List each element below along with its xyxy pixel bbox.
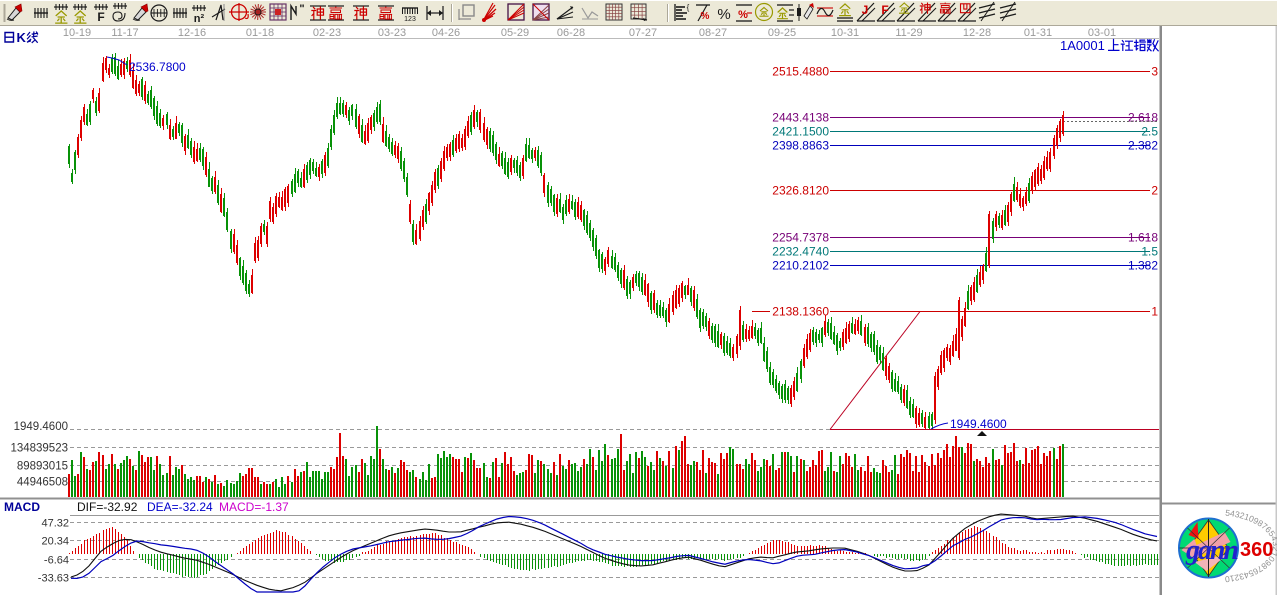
- svg-text:08-27: 08-27: [699, 27, 727, 39]
- svg-text:2421.1500: 2421.1500: [772, 125, 829, 139]
- svg-text:2.382: 2.382: [1128, 139, 1158, 153]
- svg-text:1.382: 1.382: [1128, 259, 1158, 273]
- svg-text:2: 2: [1151, 184, 1158, 198]
- svg-text:20.34: 20.34: [41, 536, 69, 548]
- svg-text:07-27: 07-27: [629, 27, 657, 39]
- svg-text:2443.4138: 2443.4138: [772, 111, 829, 125]
- svg-text:-6.64: -6.64: [44, 555, 69, 567]
- svg-text:K: K: [17, 30, 27, 45]
- svg-text:2398.8863: 2398.8863: [772, 139, 829, 153]
- svg-text:11-17: 11-17: [111, 27, 138, 39]
- svg-text:05-29: 05-29: [501, 27, 529, 39]
- svg-text:44946508: 44946508: [17, 477, 68, 489]
- svg-text:10-31: 10-31: [831, 27, 859, 39]
- svg-text:1949.4600: 1949.4600: [950, 417, 1007, 431]
- svg-text:1.5: 1.5: [1141, 245, 1158, 259]
- svg-text:12-16: 12-16: [178, 27, 206, 39]
- svg-text:2536.7800: 2536.7800: [129, 60, 186, 74]
- svg-text:123: 123: [404, 16, 416, 23]
- svg-text:-33.63: -33.63: [38, 573, 69, 585]
- svg-text:134839523: 134839523: [10, 443, 68, 455]
- svg-text:DIF=-32.92: DIF=-32.92: [77, 500, 138, 514]
- svg-text:10-19: 10-19: [63, 27, 91, 39]
- svg-text:2326.8120: 2326.8120: [772, 184, 829, 198]
- svg-text:2515.4880: 2515.4880: [772, 65, 829, 79]
- svg-text:3: 3: [1151, 65, 1158, 79]
- svg-text:J: J: [862, 3, 869, 17]
- svg-text:1.618: 1.618: [1128, 231, 1158, 245]
- svg-text:%: %: [701, 11, 710, 22]
- svg-text:MACD=-1.37: MACD=-1.37: [219, 500, 289, 514]
- svg-text:{: {: [687, 3, 690, 12]
- svg-text:MACD: MACD: [4, 500, 40, 514]
- svg-text:1A0001: 1A0001: [1060, 38, 1105, 53]
- svg-text:%: %: [738, 9, 748, 21]
- svg-text:2254.7378: 2254.7378: [772, 231, 829, 245]
- svg-text:89893015: 89893015: [17, 461, 68, 473]
- svg-text:2210.2102: 2210.2102: [772, 259, 829, 273]
- svg-text:12-28: 12-28: [963, 27, 991, 39]
- svg-text:47.32: 47.32: [41, 518, 69, 530]
- svg-text:01-31: 01-31: [1024, 27, 1052, 39]
- svg-text:02-23: 02-23: [313, 27, 341, 39]
- svg-text:03-23: 03-23: [378, 27, 406, 39]
- svg-text:2.5: 2.5: [1141, 125, 1158, 139]
- svg-text:F: F: [97, 10, 104, 24]
- svg-text:2232.4740: 2232.4740: [772, 245, 829, 259]
- svg-text:2.618: 2.618: [1128, 111, 1158, 125]
- svg-text:2138.1360: 2138.1360: [772, 305, 829, 319]
- svg-text:DEA=-32.24: DEA=-32.24: [147, 500, 213, 514]
- svg-text:1: 1: [1151, 305, 1158, 319]
- svg-text:": ": [299, 3, 304, 15]
- svg-text:gann: gann: [1185, 535, 1239, 566]
- svg-text:09-25: 09-25: [768, 27, 796, 39]
- svg-text:n²: n²: [194, 13, 205, 25]
- svg-text:11-29: 11-29: [895, 27, 922, 39]
- svg-text:360: 360: [1240, 539, 1273, 561]
- svg-text:%: %: [717, 6, 730, 23]
- svg-text:06-28: 06-28: [557, 27, 585, 39]
- svg-text:1949.4600: 1949.4600: [14, 421, 68, 433]
- svg-text:01-18: 01-18: [246, 27, 274, 39]
- svg-text:F: F: [881, 3, 888, 17]
- svg-text:03-01: 03-01: [1088, 27, 1116, 39]
- svg-text:04-26: 04-26: [432, 27, 460, 39]
